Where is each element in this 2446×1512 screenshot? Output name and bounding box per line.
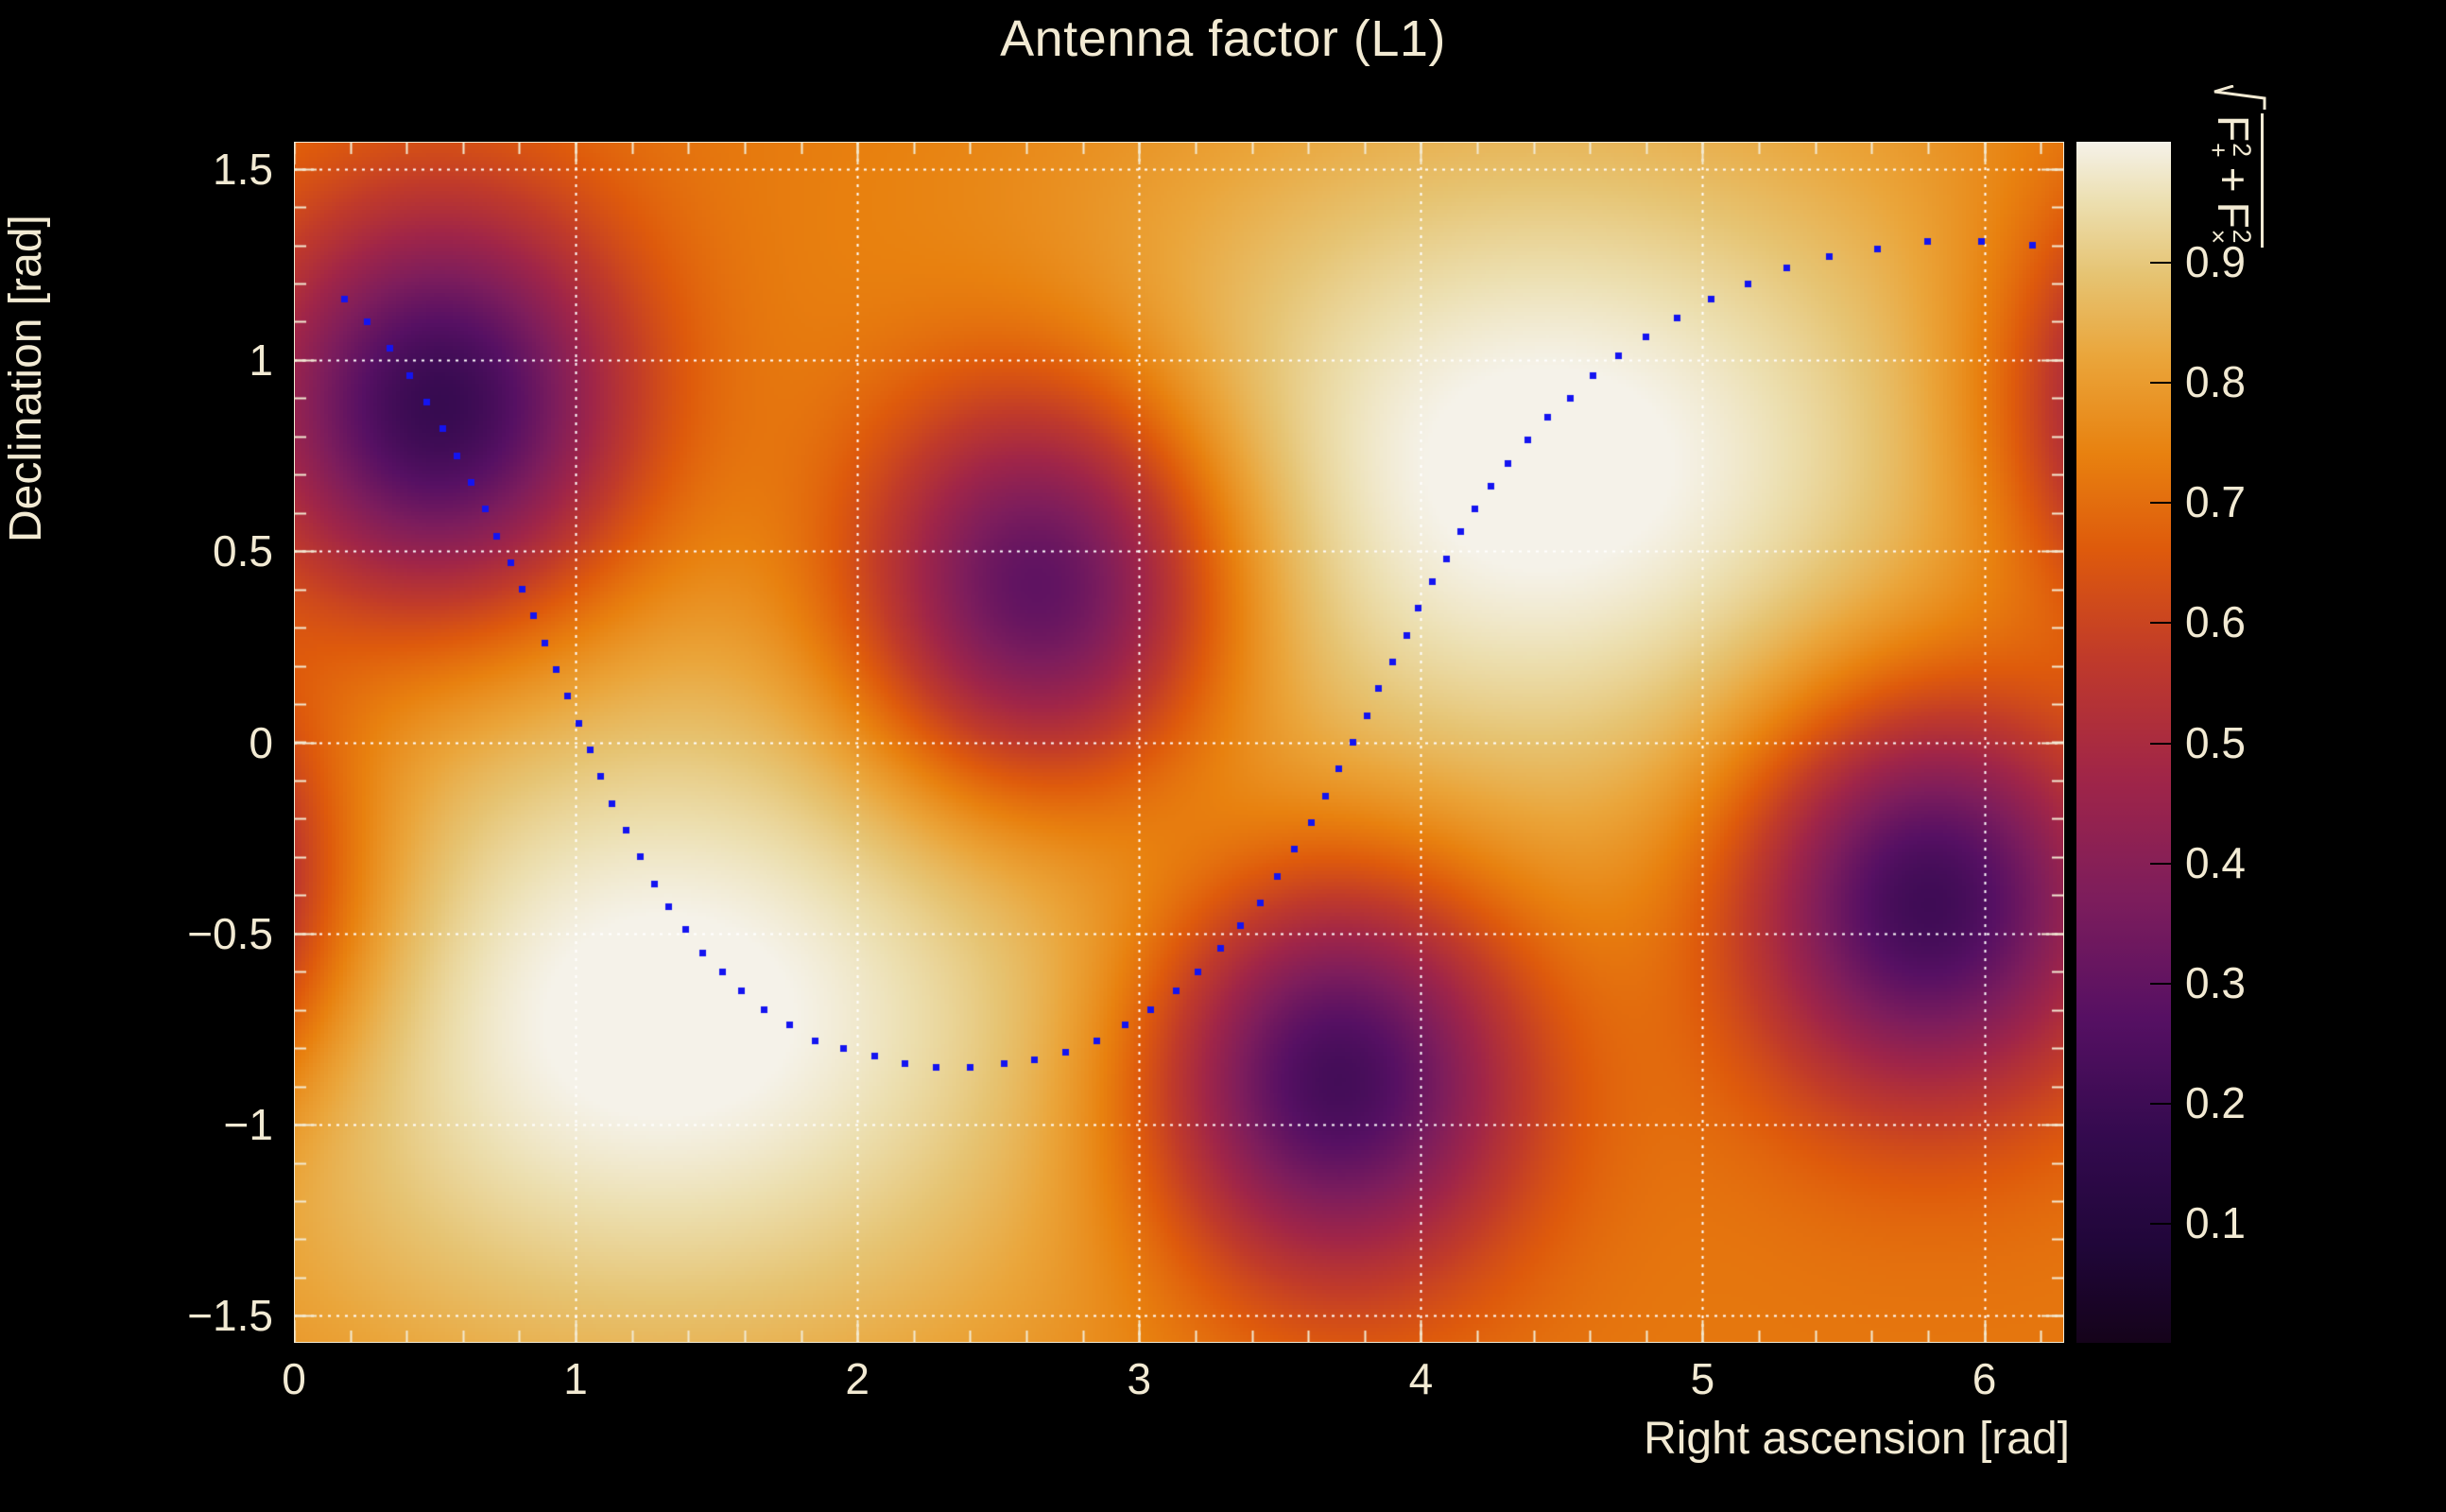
- colorbar-tick-label: 0.4: [2185, 837, 2246, 887]
- colorbar-tickmark: [2150, 1222, 2171, 1225]
- x-tick-label: 0: [282, 1354, 306, 1403]
- x-tick-label: 4: [1408, 1354, 1434, 1403]
- sqrt-expression: F2 ++F2 ×: [2204, 85, 2266, 249]
- colorbar-axis-title: F2 ++F2 ×: [2179, 85, 2266, 482]
- y-tick-label: 0: [249, 717, 273, 767]
- x-tick-label: 3: [1127, 1354, 1152, 1403]
- grid-and-galactic-plane-overlay: [294, 142, 2064, 1343]
- x-tick-label: 5: [1690, 1354, 1715, 1403]
- f-cross-term: F2 ×: [2204, 201, 2258, 245]
- y-tick-label: −0.5: [187, 908, 273, 958]
- radical-icon: [2213, 85, 2266, 110]
- colorbar-tick-label: 0.3: [2185, 957, 2246, 1007]
- plus-operator: +: [2209, 166, 2258, 193]
- colorbar-tickmark: [2150, 742, 2171, 745]
- x-axis-title: Right ascension [rad]: [1644, 1414, 2070, 1464]
- colorbar-tickmark: [2150, 862, 2171, 865]
- x-tick-label: 2: [845, 1354, 870, 1403]
- colorbar-tick-label: 0.5: [2185, 717, 2246, 767]
- f-cross-indices: 2 ×: [2204, 229, 2256, 245]
- y-tick-label: 1.5: [213, 144, 273, 194]
- x-tick-label: 6: [1972, 1354, 1997, 1403]
- y-tick-label: 1: [249, 335, 273, 385]
- colorbar-tick-label: 0.2: [2185, 1077, 2246, 1127]
- y-tick-label: 0.5: [213, 526, 273, 576]
- colorbar-tick-label: 0.7: [2185, 477, 2246, 527]
- y-axis-title-text: Declination [rad]: [1, 215, 51, 542]
- y-tick-label: −1.5: [187, 1291, 273, 1341]
- colorbar-tick-label: 0.8: [2185, 357, 2246, 407]
- colorbar-tick-label: 0.1: [2185, 1197, 2246, 1247]
- f-cross-sub: ×: [2204, 229, 2233, 245]
- colorbar-tickmark: [2150, 1102, 2171, 1105]
- plot-area[interactable]: [294, 142, 2064, 1343]
- colorbar-tickmark: [2150, 622, 2171, 625]
- f-plus-base: F: [2209, 115, 2258, 143]
- colorbar[interactable]: [2076, 142, 2171, 1343]
- colorbar-tick-label: 0.9: [2185, 237, 2246, 287]
- f-cross-base: F: [2209, 201, 2258, 229]
- f-plus-indices: 2 +: [2204, 143, 2256, 158]
- colorbar-tickmark: [2150, 262, 2171, 265]
- x-tick-label: 1: [563, 1354, 588, 1403]
- page-title: Antenna factor (L1): [1000, 10, 1446, 67]
- colorbar-tickmark: [2150, 382, 2171, 385]
- f-plus-sub: +: [2204, 143, 2233, 158]
- f-plus-term: F2 +: [2204, 115, 2258, 158]
- radicand: F2 ++F2 ×: [2204, 113, 2264, 249]
- colorbar-tick-label: 0.6: [2185, 597, 2246, 647]
- y-axis-title: Declination [rad]: [0, 142, 57, 548]
- y-tick-label: −1: [223, 1100, 273, 1150]
- colorbar-tickmark: [2150, 502, 2171, 505]
- colorbar-tickmark: [2150, 982, 2171, 985]
